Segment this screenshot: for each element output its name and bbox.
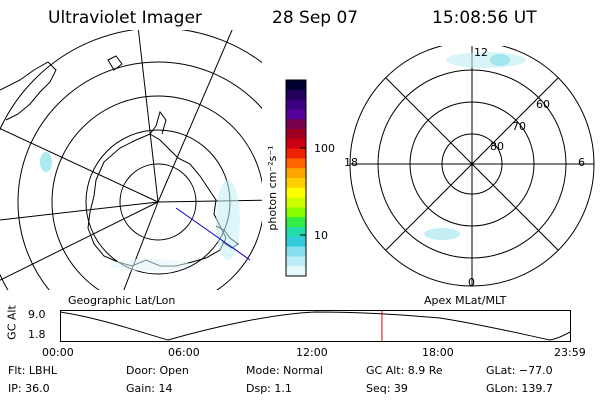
- mode-readout: Mode: Normal: [246, 364, 323, 377]
- timeline-frame: [60, 310, 571, 342]
- mlt-dial: [349, 46, 595, 287]
- timeline-xtick: 00:00: [42, 346, 74, 359]
- colorbar-cell: [286, 266, 306, 277]
- mlt-label-left: 18: [344, 156, 358, 169]
- meridian: [137, 30, 159, 203]
- apex-label: Apex MLat/MLT: [424, 294, 507, 307]
- peninsula-outline: [149, 110, 167, 135]
- colorbar-tick: 100: [314, 142, 335, 155]
- colorbar-cell: [286, 158, 306, 169]
- glat-readout: GLat: −77.0: [486, 364, 553, 377]
- colorbar-cell: [286, 148, 306, 159]
- aurora-glow: [40, 152, 240, 271]
- timeline-ylabel: GC Alt: [5, 305, 19, 340]
- colorbar-cell: [286, 197, 306, 208]
- colorbar-cell: [286, 187, 306, 199]
- dsp-readout: Dsp: 1.1: [246, 382, 292, 395]
- colorbar-cell: [286, 99, 306, 110]
- colorbar-cell: [286, 129, 306, 140]
- timeline-ytick: 1.8: [28, 328, 46, 341]
- colorbar: [285, 79, 307, 277]
- timeline-xtick: 12:00: [296, 346, 328, 359]
- mlat-label: 80: [490, 140, 504, 153]
- colorbar-cell: [286, 89, 306, 101]
- gain-readout: Gain: 14: [126, 382, 173, 395]
- mlt-line: [385, 77, 559, 251]
- colorbar-cell: [286, 236, 306, 248]
- timeline-xtick: 18:00: [422, 346, 454, 359]
- timeline-xtick: 23:59: [554, 346, 586, 359]
- filter-readout: Flt: LBHL: [8, 364, 57, 377]
- colorbar-cell: [286, 138, 306, 150]
- continent-outline: [87, 133, 227, 267]
- mlt-label-right: 6: [578, 156, 585, 169]
- altitude-timeline: [60, 310, 571, 342]
- meridian: [0, 128, 159, 203]
- timeline-xtick: 06:00: [168, 346, 200, 359]
- meridian: [157, 30, 233, 203]
- mlat-label: 60: [536, 98, 550, 111]
- geographic-map: [0, 30, 262, 290]
- island-outline: [107, 55, 123, 71]
- mlt-label-bottom: 0: [468, 276, 475, 289]
- lat-circle: [119, 163, 197, 241]
- glon-readout: GLon: 139.7: [486, 382, 553, 395]
- lat-circle: [17, 61, 262, 290]
- colorbar-cell: [286, 246, 306, 257]
- colorbar-cell: [286, 109, 306, 120]
- header-date: 28 Sep 07: [272, 8, 359, 28]
- timeline-ytick: 9.0: [28, 308, 46, 321]
- geographic-label: Geographic Lat/Lon: [68, 294, 176, 307]
- mlt-label-top: 12: [474, 46, 488, 59]
- seq-readout: Seq: 39: [366, 382, 408, 395]
- meridian: [123, 201, 159, 290]
- ground-track: [175, 207, 251, 261]
- colorbar-cell: [286, 178, 306, 189]
- lat-circle: [51, 95, 262, 290]
- colorbar-cell: [286, 227, 306, 238]
- colorbar-cell: [286, 80, 306, 91]
- header-time: 15:08:56 UT: [432, 8, 537, 28]
- colorbar-cell: [286, 168, 306, 179]
- mlat-label: 70: [512, 120, 526, 133]
- gc-alt-readout: GC Alt: 8.9 Re: [366, 364, 443, 377]
- colorbar-cell: [286, 119, 306, 130]
- meridian: [157, 199, 262, 203]
- colorbar-cell: [286, 217, 306, 228]
- colorbar-unit-label: photon cm⁻²s⁻¹: [266, 145, 279, 231]
- colorbar-cell: [286, 207, 306, 218]
- meridian: [0, 201, 159, 281]
- coastline: [0, 61, 57, 121]
- app-title: Ultraviolet Imager: [48, 8, 202, 28]
- ip-readout: IP: 36.0: [8, 382, 50, 395]
- meridian: [0, 201, 159, 221]
- altitude-curve: [60, 311, 571, 341]
- door-readout: Door: Open: [126, 364, 189, 377]
- colorbar-tick: 10: [314, 229, 328, 242]
- aurora-glow: [424, 52, 526, 240]
- colorbar-cell: [286, 256, 306, 267]
